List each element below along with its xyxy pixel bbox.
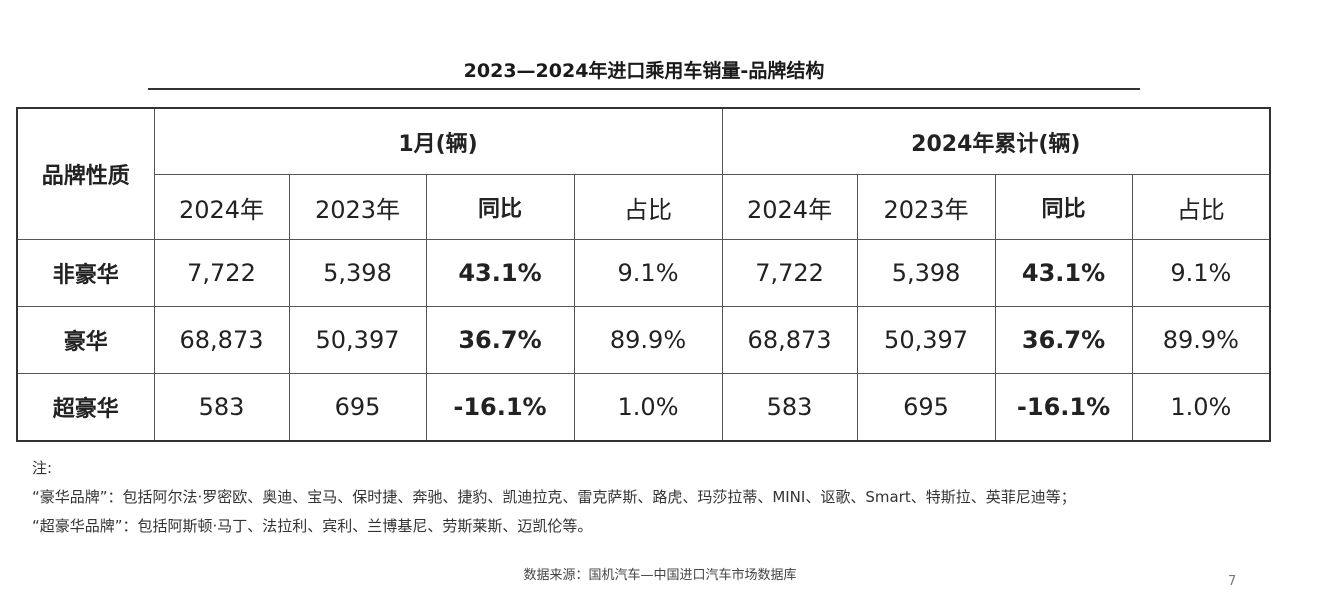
table-row: 豪华 68,873 50,397 36.7% 89.9% 68,873 50,3… [16, 306, 1271, 374]
table-cell: 7,722 [153, 239, 290, 307]
title-underline [148, 88, 1140, 90]
subheader-cell: 2023年 [856, 174, 996, 240]
table-cell: 695 [288, 373, 427, 442]
notes-line-luxury: “豪华品牌”：包括阿尔法·罗密欧、奥迪、宝马、保时捷、奔驰、捷豹、凯迪拉克、雷克… [32, 488, 1076, 506]
table-cell: -16.1% [994, 373, 1133, 442]
table-cell: 89.9% [573, 306, 723, 374]
table-cell: 7,722 [721, 239, 858, 307]
table-cell: 50,397 [288, 306, 427, 374]
table-cell: 50,397 [856, 306, 996, 374]
table-cell: 43.1% [994, 239, 1133, 307]
data-source: 数据来源：国机汽车—中国进口汽车市场数据库 [523, 568, 797, 583]
page-number: 7 [1228, 574, 1237, 589]
table-row: 超豪华 583 695 -16.1% 1.0% 583 695 -16.1% 1… [16, 373, 1271, 442]
subheader-cell: 2023年 [288, 174, 427, 240]
notes-line-ultra-luxury: “超豪华品牌”：包括阿斯顿·马丁、法拉利、宾利、兰博基尼、劳斯莱斯、迈凯伦等。 [32, 517, 593, 535]
corner-header: 品牌性质 [16, 107, 155, 240]
subheader-cell: 同比 [994, 174, 1133, 240]
table-cell: 68,873 [721, 306, 858, 374]
table-cell: 43.1% [425, 239, 575, 307]
notes-section: 注: “豪华品牌”：包括阿尔法·罗密欧、奥迪、宝马、保时捷、奔驰、捷豹、凯迪拉克… [32, 454, 1076, 541]
table-cell: 36.7% [425, 306, 575, 374]
row-label: 非豪华 [16, 239, 155, 307]
table-cell: -16.1% [425, 373, 575, 442]
table-cell: 1.0% [573, 373, 723, 442]
notes-heading: 注: [32, 459, 53, 477]
table-cell: 9.1% [1131, 239, 1271, 307]
table-cell: 89.9% [1131, 306, 1271, 374]
row-label: 豪华 [16, 306, 155, 374]
table-cell: 5,398 [856, 239, 996, 307]
table-cell: 583 [721, 373, 858, 442]
subheader-cell: 同比 [425, 174, 575, 240]
table-row: 非豪华 7,722 5,398 43.1% 9.1% 7,722 5,398 4… [16, 239, 1271, 307]
group-header-cumulative: 2024年累计(辆) [721, 107, 1271, 175]
subheader-cell: 占比 [573, 174, 723, 240]
subheader-cell: 2024年 [721, 174, 858, 240]
subheader-cell: 占比 [1131, 174, 1271, 240]
table-cell: 1.0% [1131, 373, 1271, 442]
table-cell: 68,873 [153, 306, 290, 374]
table-cell: 9.1% [573, 239, 723, 307]
subheader-cell: 2024年 [153, 174, 290, 240]
table-cell: 36.7% [994, 306, 1133, 374]
row-label: 超豪华 [16, 373, 155, 442]
table-cell: 583 [153, 373, 290, 442]
table-cell: 695 [856, 373, 996, 442]
table-cell: 5,398 [288, 239, 427, 307]
page-title: 2023—2024年进口乘用车销量-品牌结构 [463, 60, 825, 82]
brand-structure-table: 品牌性质 1月(辆) 2024年累计(辆) 2024年 2023年 同比 占比 … [16, 107, 1272, 442]
group-header-january: 1月(辆) [153, 107, 723, 175]
